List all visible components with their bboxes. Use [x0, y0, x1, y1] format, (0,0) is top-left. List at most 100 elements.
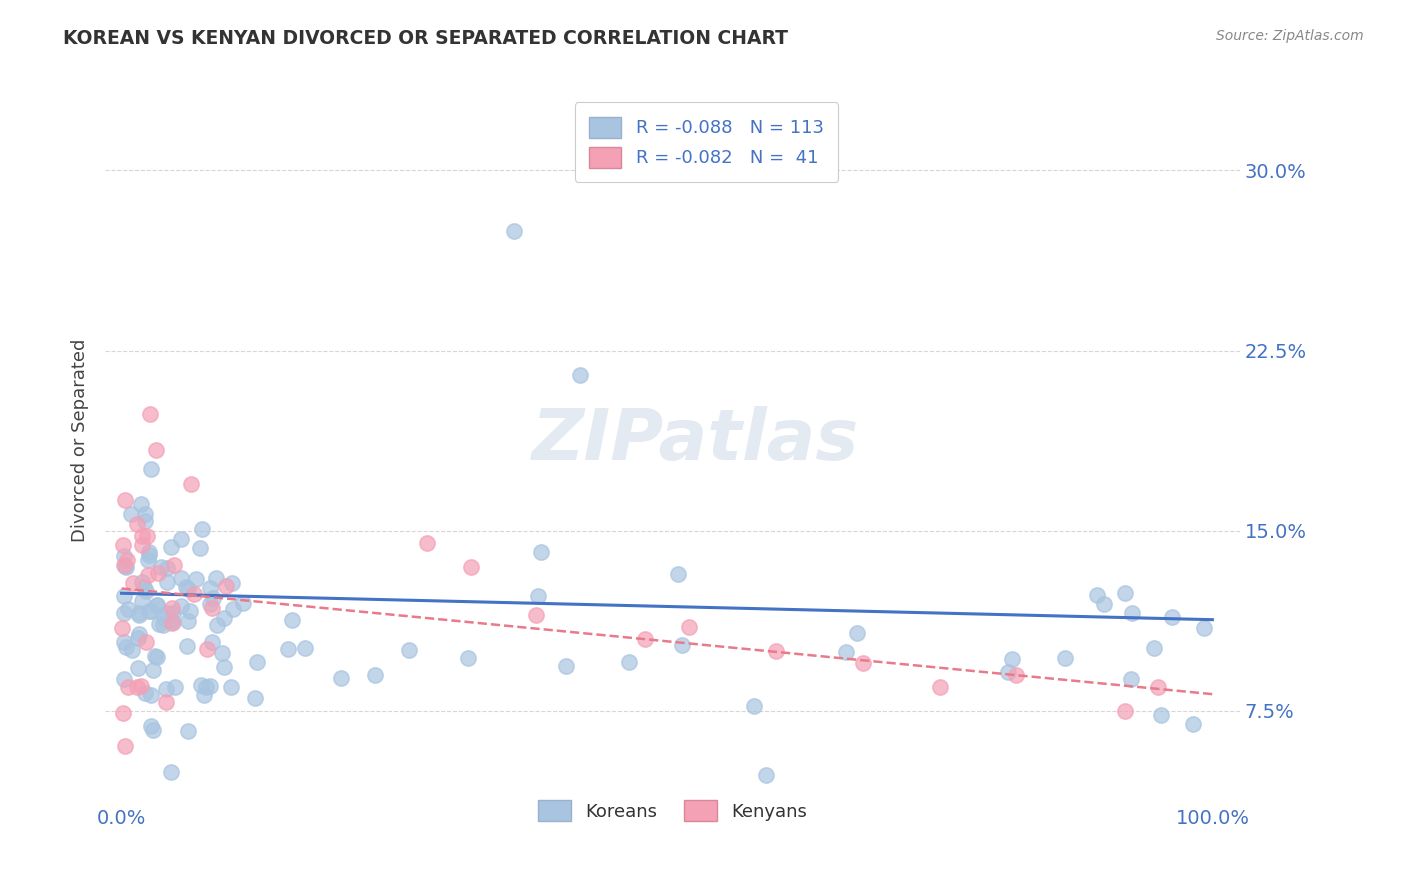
Point: [170, 532, 193, 546]
Point: [193, 689, 215, 703]
Point: [205, 617, 228, 632]
Point: [198, 582, 221, 596]
Point: [204, 571, 226, 585]
Point: [156, 606, 179, 620]
Point: [111, 538, 134, 552]
Point: [112, 558, 135, 572]
Point: [845, 625, 868, 640]
Point: [162, 606, 184, 620]
Point: [1181, 717, 1204, 731]
Point: [190, 678, 212, 692]
Point: [131, 538, 153, 552]
Point: [156, 561, 179, 575]
Point: [138, 568, 160, 582]
Point: [524, 607, 547, 622]
Point: [202, 591, 225, 606]
Point: [129, 679, 152, 693]
Point: [215, 579, 238, 593]
Point: [146, 566, 169, 581]
Point: [1147, 680, 1170, 694]
Point: [112, 706, 135, 720]
Point: [114, 559, 136, 574]
Point: [201, 601, 224, 615]
Point: [246, 655, 269, 669]
Point: [150, 560, 173, 574]
Point: [152, 611, 174, 625]
Point: [503, 223, 526, 237]
Point: [765, 644, 787, 658]
Point: [163, 558, 186, 572]
Text: KOREAN VS KENYAN DIVORCED OR SEPARATED CORRELATION CHART: KOREAN VS KENYAN DIVORCED OR SEPARATED C…: [63, 29, 789, 47]
Point: [195, 641, 218, 656]
Point: [188, 541, 211, 556]
Point: [136, 529, 159, 543]
Point: [1114, 585, 1136, 599]
Point: [112, 549, 135, 564]
Point: [198, 679, 221, 693]
Point: [138, 604, 160, 618]
Point: [201, 635, 224, 649]
Point: [219, 681, 242, 695]
Point: [755, 768, 778, 782]
Point: [277, 642, 299, 657]
Point: [114, 640, 136, 654]
Point: [457, 651, 479, 665]
Legend: Koreans, Kenyans: Koreans, Kenyans: [531, 793, 814, 829]
Point: [180, 477, 202, 491]
Point: [145, 442, 167, 457]
Point: [162, 600, 184, 615]
Point: [146, 598, 169, 612]
Point: [128, 606, 150, 620]
Point: [127, 631, 149, 645]
Point: [117, 602, 139, 616]
Y-axis label: Divorced or Separated: Divorced or Separated: [72, 339, 89, 542]
Point: [174, 580, 197, 594]
Point: [129, 497, 152, 511]
Point: [165, 680, 187, 694]
Point: [1001, 652, 1024, 666]
Point: [184, 572, 207, 586]
Point: [117, 680, 139, 694]
Point: [138, 544, 160, 558]
Point: [416, 536, 439, 550]
Point: [678, 620, 700, 634]
Point: [121, 642, 143, 657]
Point: [243, 690, 266, 705]
Point: [170, 599, 193, 613]
Point: [529, 545, 551, 559]
Point: [135, 635, 157, 649]
Point: [127, 680, 149, 694]
Point: [222, 602, 245, 616]
Point: [179, 604, 201, 618]
Text: Source: ZipAtlas.com: Source: ZipAtlas.com: [1216, 29, 1364, 43]
Point: [170, 571, 193, 585]
Point: [112, 635, 135, 649]
Point: [1005, 668, 1028, 682]
Point: [134, 686, 156, 700]
Point: [139, 407, 162, 421]
Point: [142, 723, 165, 737]
Point: [214, 611, 236, 625]
Point: [139, 462, 162, 476]
Point: [1114, 704, 1136, 718]
Point: [127, 660, 149, 674]
Point: [1119, 672, 1142, 686]
Point: [156, 574, 179, 589]
Point: [111, 621, 134, 635]
Point: [928, 680, 950, 694]
Point: [634, 632, 657, 646]
Point: [294, 641, 316, 656]
Point: [666, 566, 689, 581]
Point: [176, 724, 198, 739]
Point: [211, 646, 233, 660]
Point: [281, 613, 304, 627]
Point: [555, 659, 578, 673]
Point: [671, 638, 693, 652]
Point: [852, 656, 875, 670]
Point: [159, 765, 181, 780]
Point: [134, 508, 156, 522]
Point: [112, 672, 135, 686]
Point: [1121, 607, 1143, 621]
Point: [160, 541, 183, 555]
Point: [131, 528, 153, 542]
